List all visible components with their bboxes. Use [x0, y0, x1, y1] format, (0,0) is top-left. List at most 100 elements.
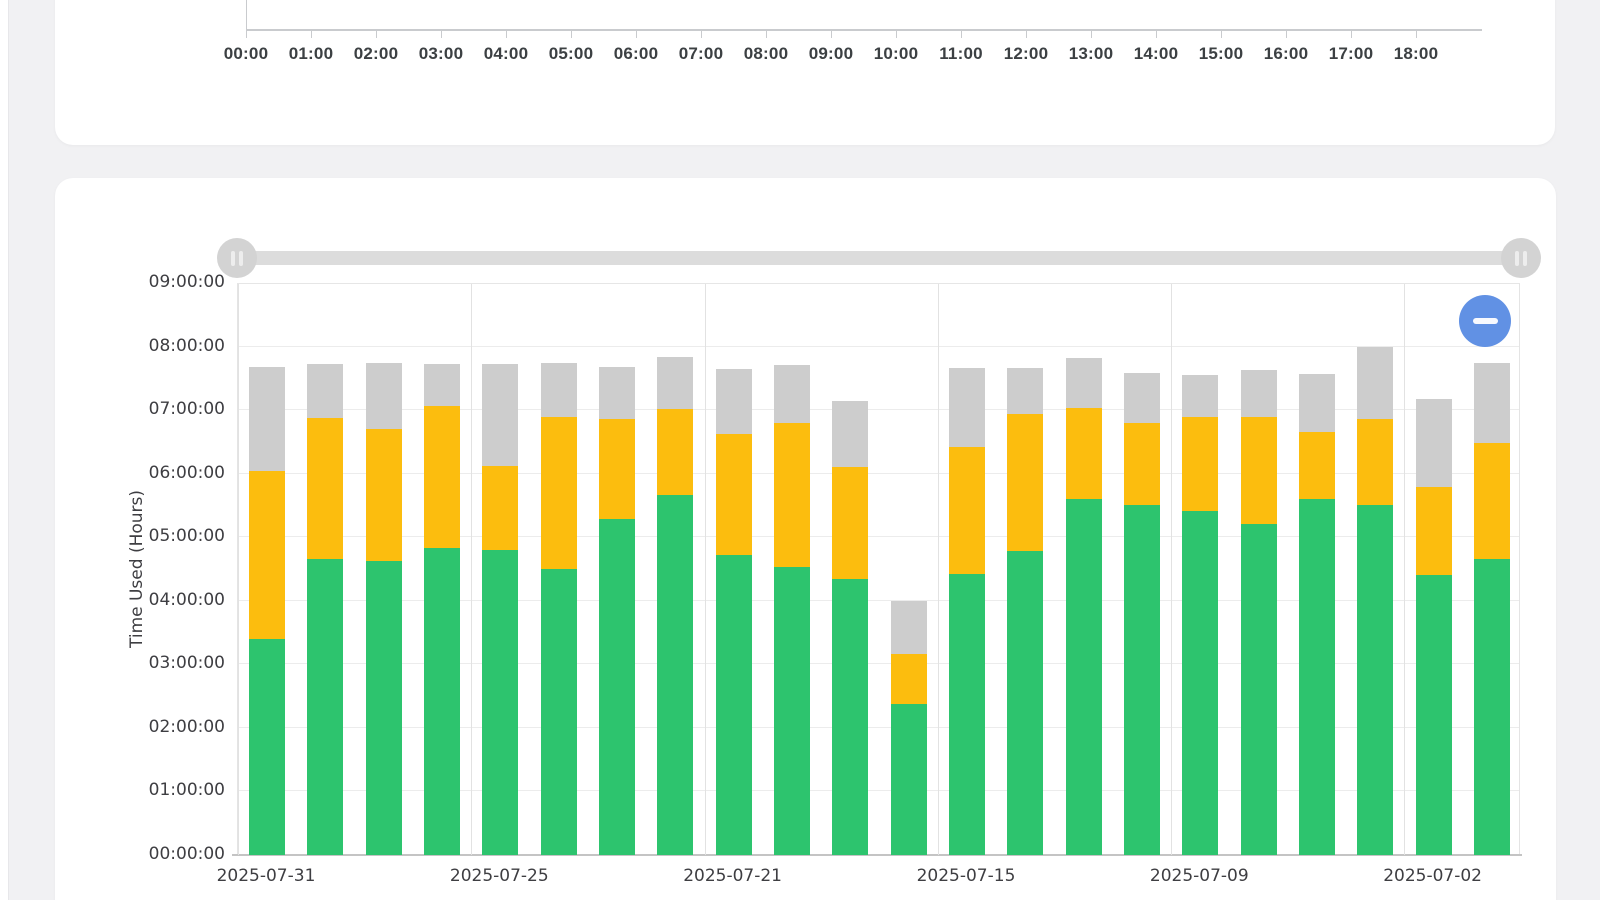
horizontal-gridline	[238, 536, 1519, 538]
green-segment	[1182, 510, 1219, 855]
yellow-segment	[540, 416, 577, 569]
pause-bars-icon	[1523, 250, 1527, 266]
gray-segment	[657, 357, 694, 409]
x-axis-label: 01:00	[288, 44, 334, 63]
green-segment	[1415, 575, 1452, 855]
green-segment	[774, 566, 810, 855]
yellow-segment	[1415, 487, 1452, 576]
top-chart-card: 00:00 01:00 02:00 03:00 04:00 05:00 06:00 07:00…	[55, 0, 1555, 145]
gray-segment	[832, 400, 869, 468]
x-axis-label: 16:00	[1263, 44, 1309, 63]
x-axis-tick	[1156, 31, 1157, 38]
green-segment	[1357, 505, 1394, 855]
yellow-segment	[1357, 419, 1394, 506]
x-axis-label: 08:00	[743, 44, 789, 63]
yellow-segment	[1065, 408, 1102, 500]
x-axis-tick	[896, 31, 897, 38]
vertical-gridline	[237, 284, 239, 855]
green-segment	[365, 560, 402, 855]
zoom-out-button[interactable]	[1459, 295, 1511, 347]
gray-segment	[774, 365, 810, 423]
yellow-segment	[1123, 422, 1160, 505]
green-segment	[307, 558, 344, 855]
plot-area	[232, 283, 1522, 856]
gray-segment	[365, 363, 402, 430]
yellow-segment	[949, 447, 985, 575]
gray-segment	[1357, 346, 1394, 419]
y-axis-label: 08:00:00	[148, 335, 225, 356]
slider-left-handle[interactable]	[217, 238, 257, 278]
gray-segment	[1473, 363, 1510, 443]
x-axis-label: 03:00	[418, 44, 464, 63]
x-axis-tick	[1351, 31, 1352, 38]
x-axis-tick	[311, 31, 312, 38]
green-segment	[249, 638, 285, 855]
y-axis-label: 03:00:00	[148, 653, 225, 674]
green-segment	[1065, 499, 1102, 855]
x-axis-date-label: 2025-07-02	[1383, 866, 1482, 886]
horizontal-gridline	[238, 599, 1519, 601]
green-segment	[715, 555, 752, 855]
horizontal-gridline	[238, 409, 1519, 411]
x-axis-date-label: 2025-07-25	[449, 866, 549, 886]
y-axis-label: 09:00:00	[148, 272, 225, 292]
yellow-segment	[424, 406, 460, 548]
green-segment	[890, 703, 927, 855]
gray-segment	[1298, 373, 1335, 432]
gray-segment	[1007, 367, 1044, 414]
slider-right-handle[interactable]	[1501, 238, 1541, 278]
top-chart-x-axis-line	[246, 29, 1482, 31]
gray-segment	[1123, 372, 1160, 423]
x-axis-tick	[506, 31, 507, 38]
gray-segment	[949, 368, 985, 447]
horizontal-gridline	[238, 472, 1519, 474]
x-axis-label: 09:00	[808, 44, 854, 63]
y-axis-label: 02:00:00	[148, 716, 225, 737]
green-segment	[424, 548, 460, 855]
x-axis-date-label: 2025-07-21	[683, 866, 782, 886]
gray-segment	[1415, 399, 1452, 487]
x-axis-tick	[1286, 31, 1287, 38]
x-axis-tick	[571, 31, 572, 38]
x-axis-label: 00:00	[223, 44, 269, 63]
gray-segment	[307, 364, 344, 418]
pause-bars-icon	[231, 250, 235, 266]
x-axis-label: 07:00	[678, 44, 724, 63]
yellow-segment	[1007, 413, 1044, 552]
x-axis-label: 18:00	[1393, 44, 1439, 63]
yellow-segment	[715, 433, 752, 555]
x-axis-label: 15:00	[1198, 44, 1244, 63]
x-axis-label: 06:00	[613, 44, 659, 63]
green-segment	[482, 549, 519, 855]
yellow-segment	[599, 419, 635, 520]
yellow-segment	[1473, 442, 1510, 559]
green-segment	[1298, 499, 1335, 855]
gray-segment	[1240, 370, 1277, 418]
y-axis-label: 04:00:00	[148, 589, 225, 610]
gray-segment	[599, 366, 635, 419]
horizontal-gridline	[238, 790, 1519, 792]
gray-segment	[1065, 358, 1102, 409]
range-slider-track[interactable]	[237, 251, 1520, 265]
x-axis-tick	[246, 31, 247, 38]
yellow-segment	[482, 466, 519, 550]
x-axis-label: 05:00	[548, 44, 594, 63]
x-axis-label: 02:00	[353, 44, 399, 63]
y-axis-label: 05:00:00	[148, 526, 225, 547]
yellow-segment	[1240, 417, 1277, 524]
horizontal-gridline	[238, 726, 1519, 728]
y-axis-label: 01:00:00	[148, 780, 225, 801]
green-segment	[1473, 558, 1510, 855]
yellow-segment	[1298, 431, 1335, 500]
x-axis-tick	[701, 31, 702, 38]
yellow-segment	[1182, 417, 1219, 511]
gray-segment	[249, 366, 285, 472]
yellow-segment	[657, 408, 694, 495]
gray-segment	[424, 363, 460, 407]
x-axis-label: 11:00	[939, 44, 983, 63]
vertical-gridline	[1404, 284, 1406, 855]
x-axis-label: 12:00	[1003, 44, 1049, 63]
y-axis-label: 06:00:00	[148, 462, 225, 483]
left-edge-panel	[0, 0, 9, 900]
x-axis-label: 13:00	[1068, 44, 1114, 63]
